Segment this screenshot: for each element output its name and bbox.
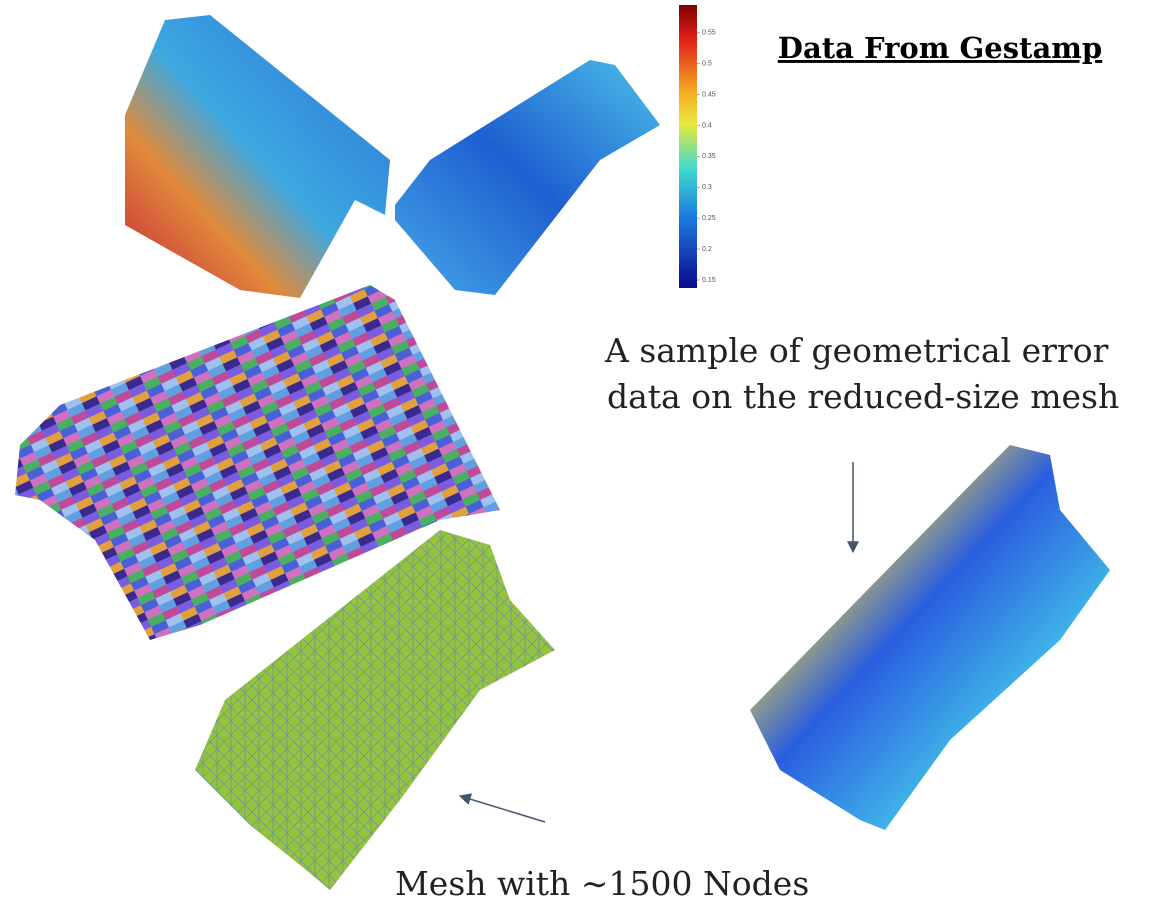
colorbar-tick-label: 0.35 (702, 153, 716, 160)
colorbar-tick-label: 0.3 (702, 184, 712, 191)
mesh-label: Mesh with ∼1500 Nodes (395, 864, 809, 902)
slide: 0.55 0.5 0.45 0.4 0.35 0.3 0.25 0.2 0.15 Data Fr… (0, 0, 1172, 902)
part-render (395, 60, 660, 295)
colorbar-tick-label: 0.5 (702, 61, 712, 68)
arrow (460, 796, 545, 822)
colorbar-tick-label: 0.25 (702, 215, 716, 222)
part-render (750, 445, 1110, 830)
colorbar-tick-label: 0.45 (702, 91, 716, 98)
caption-line: A sample of geometrical error (604, 331, 1109, 370)
title: Data From Gestamp (778, 31, 1102, 65)
colorbar-tick-label: 0.2 (702, 246, 712, 253)
colorbar (679, 5, 697, 288)
caption-line: data on the reduced-size mesh (607, 377, 1119, 416)
colorbar-tick-label: 0.4 (702, 122, 712, 129)
part-render (125, 15, 390, 298)
colorbar-ticks: 0.55 0.5 0.45 0.4 0.35 0.3 0.25 0.2 0.15 (697, 30, 716, 284)
colorbar-tick-label: 0.55 (702, 30, 716, 37)
colorbar-tick-label: 0.15 (702, 277, 716, 284)
